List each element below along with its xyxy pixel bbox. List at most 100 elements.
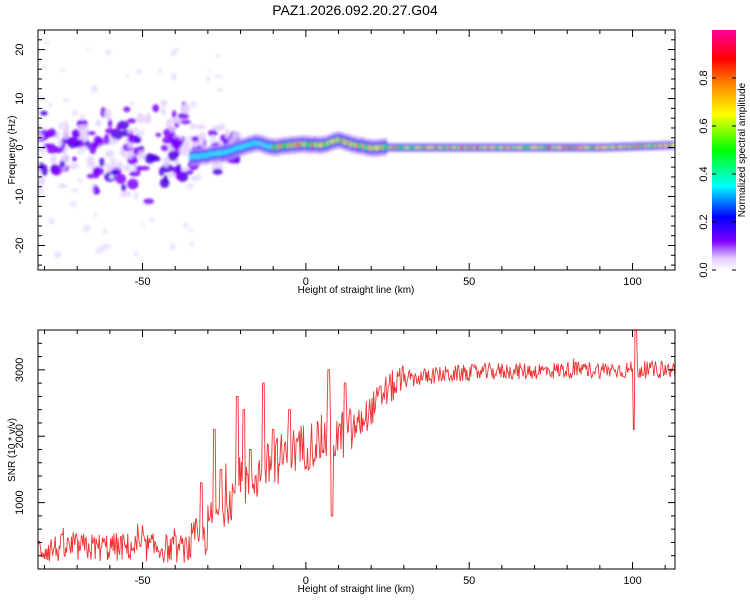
heatmap-blob-faint (102, 228, 108, 235)
spectrogram-y-axis: -20 -10 0 10 20 (14, 29, 675, 266)
heatmap-blob (93, 184, 99, 195)
y-tick-label: 1000 (14, 490, 26, 514)
colorbar: 0.0 0.2 0.4 0.6 0.8 Normalized spectral ampl… (698, 30, 748, 278)
colorbar-axis: 0.0 0.2 0.4 0.6 0.8 (698, 70, 736, 278)
heatmap-blob-faint (48, 102, 53, 109)
heatmap-blob-faint (90, 84, 99, 93)
y-tick-label: 3000 (14, 358, 26, 382)
heatmap-blob (162, 156, 170, 168)
heatmap-blob (129, 170, 141, 177)
heatmap-blob (39, 162, 44, 171)
heatmap-blob (106, 138, 119, 146)
heatmap-blob (191, 136, 200, 143)
heatmap-blob-faint (109, 174, 114, 180)
heatmap-blob-faint (119, 191, 124, 199)
heatmap-blob (159, 99, 168, 107)
heatmap-blob (40, 110, 48, 116)
x-tick-label: 100 (623, 575, 641, 587)
heatmap-blob-faint (190, 241, 194, 248)
heatmap-blob-faint (149, 217, 155, 223)
snr-x-label: Height of straight line (km) (298, 584, 415, 595)
x-tick-label: -50 (135, 276, 151, 288)
heatmap-blob-faint (186, 182, 195, 190)
x-tick-label: 0 (303, 276, 309, 288)
heatmap-band-core (671, 143, 675, 148)
heatmap-blob (207, 129, 218, 137)
heatmap-blob-faint (215, 54, 221, 58)
heatmap-blob (155, 132, 162, 137)
snr-frame (37, 329, 676, 570)
heatmap-blob-faint (78, 177, 82, 184)
heatmap-blob (165, 118, 173, 130)
colorbar-gradient (712, 30, 736, 270)
heatmap-blob (127, 178, 139, 190)
heatmap-blob (51, 165, 62, 176)
colorbar-tick-label: 0.0 (698, 262, 710, 277)
heatmap-blob-faint (206, 75, 211, 83)
heatmap-blob-faint (71, 109, 79, 116)
heatmap-blob (197, 132, 207, 140)
heatmap-blob-faint (129, 101, 134, 106)
heatmap-blob-faint (182, 222, 190, 228)
snr-y-label: SNR (10 * v/v) (7, 418, 18, 482)
heatmap-blob (68, 163, 79, 170)
heatmap-blob-faint (133, 251, 139, 257)
heatmap-blob (71, 129, 80, 138)
heatmap-blob-faint (71, 188, 78, 193)
heatmap-blob (116, 160, 123, 171)
x-tick-label: 100 (623, 276, 641, 288)
heatmap-blob-faint (103, 243, 110, 250)
heatmap-blob (212, 168, 223, 175)
spectrogram-x-label: Height of straight line (km) (298, 285, 415, 296)
heatmap-blob (160, 107, 167, 115)
heatmap-blob (136, 165, 142, 173)
heatmap-blob (86, 156, 95, 168)
heatmap-blob (143, 198, 155, 205)
heatmap-blob-faint (38, 189, 45, 195)
heatmap-blob-faint (48, 217, 55, 225)
snr-series-line (38, 330, 675, 563)
heatmap-blob-faint (86, 48, 92, 52)
heatmap-blob (72, 156, 77, 162)
heatmap-blob (163, 174, 168, 184)
heatmap-blob (127, 142, 133, 149)
heatmap-blob (93, 135, 102, 147)
heatmap-blob-faint (190, 100, 197, 108)
heatmap-blob-faint (59, 68, 66, 72)
heatmap-blob (120, 191, 132, 197)
heatmap-blob (183, 102, 191, 115)
heatmap-blob (57, 184, 68, 189)
heatmap-blob (104, 108, 112, 120)
heatmap-blob (115, 173, 127, 185)
heatmap-blob (123, 164, 131, 172)
heatmap-blob (121, 183, 126, 193)
colorbar-tick-label: 0.8 (698, 70, 710, 85)
y-tick-label: -10 (14, 189, 26, 205)
heatmap-blob (87, 131, 96, 136)
spectrogram-y-label: Frequency (Hz) (7, 116, 18, 185)
snr-y-axis: 1000 2000 3000 (14, 329, 675, 570)
heatmap-blob-faint (59, 121, 67, 127)
colorbar-tick-label: 0.6 (698, 118, 710, 133)
heatmap-blob (167, 150, 179, 161)
heatmap-blob (186, 169, 194, 175)
heatmap-blob (47, 128, 57, 138)
heatmap-blob (171, 110, 177, 119)
colorbar-tick-label: 0.4 (698, 166, 710, 181)
heatmap-blob-faint (214, 74, 223, 79)
spectrogram-frame (37, 29, 676, 271)
heatmap-blob-faint (135, 68, 142, 75)
heatmap-blob-faint (207, 68, 211, 72)
heatmap-blob (110, 159, 117, 172)
heatmap-blob (127, 128, 133, 134)
heatmap-blob-faint (125, 73, 130, 78)
heatmap-blob (160, 144, 169, 152)
heatmap-blob (162, 136, 175, 144)
heatmap-blob-faint (53, 251, 62, 259)
heatmap-blob (57, 138, 63, 148)
heatmap-blob (127, 118, 137, 124)
heatmap-blob-faint (73, 200, 77, 208)
heatmap-blob-faint (217, 87, 224, 93)
heatmap-blob (99, 157, 105, 167)
spectrogram-x-axis: -50 0 50 100 (44, 30, 666, 288)
